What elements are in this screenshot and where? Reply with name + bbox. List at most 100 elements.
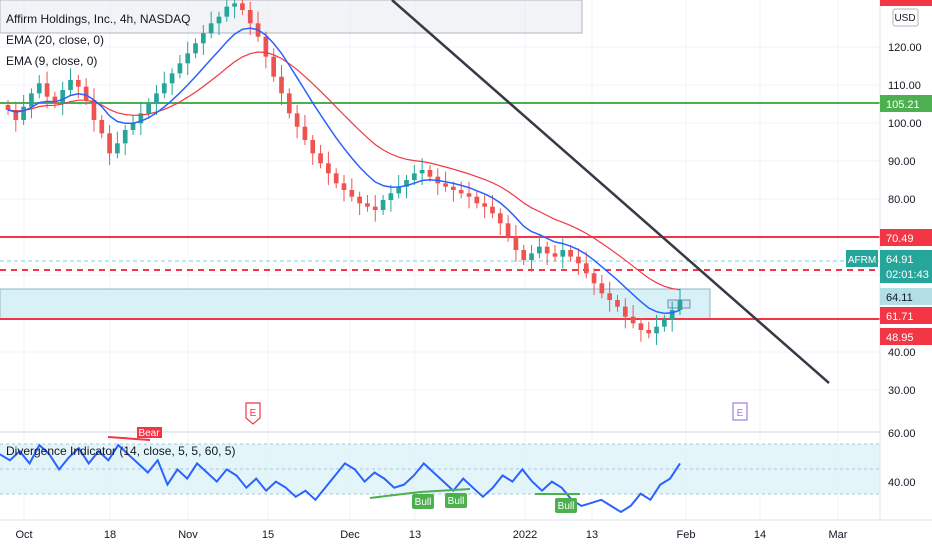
candle-up	[232, 3, 237, 7]
price-tick: 100.00	[888, 118, 922, 130]
indicator-legend[interactable]: Divergence Indicator (14, close, 5, 5, 6…	[6, 444, 236, 458]
candle-up	[185, 53, 191, 64]
candle-up	[201, 33, 206, 44]
bull-label-3: Bull	[555, 498, 577, 513]
candle-down	[583, 263, 589, 274]
ema20-legend[interactable]: EMA (20, close, 0)	[6, 33, 105, 47]
time-tick: 15	[262, 529, 274, 541]
candle-down	[591, 273, 597, 284]
indicator-tick: 40.00	[888, 477, 916, 489]
time-tick: 13	[409, 529, 421, 541]
candle-up	[130, 123, 136, 130]
candle-down	[552, 253, 558, 257]
candle-down	[513, 236, 519, 250]
candle-up	[388, 193, 394, 200]
candle-down	[75, 80, 81, 87]
symbol-badge-label: AFRM	[848, 255, 876, 266]
candle-down	[466, 193, 472, 197]
time-tick: 13	[586, 529, 598, 541]
candle-up	[161, 83, 167, 94]
candle-down	[365, 203, 370, 207]
price-tag-48: 48.95	[880, 328, 932, 345]
bull-divergence-line-2	[419, 488, 471, 493]
candle-down	[497, 213, 503, 224]
candle-up	[224, 6, 230, 17]
candle-down	[107, 133, 112, 154]
candle-down	[52, 96, 58, 104]
earnings-marker-1[interactable]: E	[245, 402, 261, 425]
bear-label-text: Bear	[138, 428, 160, 439]
symbol-badge[interactable]: AFRM	[846, 250, 878, 267]
candle-down	[349, 190, 355, 197]
candle-up	[146, 103, 151, 114]
time-tick: Mar	[829, 529, 848, 541]
price-tag-label: 105.21	[886, 99, 920, 111]
bull-label-text: Bull	[415, 497, 432, 508]
price-tag-current: 64.91 02:01:43	[880, 250, 932, 283]
legend-highlight-box	[0, 0, 583, 34]
bull-divergence-line-1	[369, 491, 421, 499]
time-tick: Nov	[178, 529, 198, 541]
candle-up	[68, 80, 73, 90]
price-tick: 120.00	[888, 42, 922, 54]
time-axis[interactable]	[0, 520, 932, 550]
candle-down	[482, 203, 487, 207]
candle-up	[537, 246, 542, 254]
symbol-legend[interactable]: Affirm Holdings, Inc., 4h, NASDAQ	[6, 12, 191, 26]
candle-down	[310, 140, 316, 154]
candle-up	[115, 143, 120, 154]
candle-down	[607, 293, 613, 300]
earnings-marker-label: E	[250, 408, 257, 419]
candle-up	[419, 170, 425, 174]
candle-down	[302, 126, 308, 140]
down-trendline[interactable]	[391, 0, 830, 384]
candle-down	[333, 173, 339, 184]
time-axis-labels: Oct 18 Nov 15 Dec 13 2022 13 Feb 14 Mar	[15, 529, 847, 541]
candle-down	[544, 246, 550, 254]
countdown-label: 02:01:43	[886, 269, 929, 281]
bull-label-text: Bull	[448, 496, 465, 507]
bull-label-text: Bull	[558, 501, 575, 512]
candle-up	[654, 326, 659, 334]
candle-down	[5, 105, 11, 110]
grid-lines	[0, 46, 880, 391]
earnings-marker-2[interactable]: E	[732, 402, 748, 421]
candle-down	[286, 93, 292, 114]
vertical-grid	[23, 0, 839, 520]
price-tag-64: 64.11	[880, 288, 932, 305]
price-tick: 90.00	[888, 156, 916, 168]
price-tick: 40.00	[888, 347, 916, 359]
time-tick: 14	[754, 529, 766, 541]
price-tag-105: 105.21	[880, 95, 932, 112]
candle-down	[630, 316, 636, 324]
candle-down	[83, 86, 89, 100]
ema9-legend[interactable]: EMA (9, close, 0)	[6, 54, 98, 68]
candle-down	[341, 183, 347, 190]
price-tick: 80.00	[888, 194, 916, 206]
candle-up	[411, 173, 417, 180]
price-tag-label: 64.11	[886, 292, 913, 304]
candle-up	[177, 63, 183, 74]
ema20-line	[7, 51, 681, 291]
candle-down	[576, 256, 581, 264]
candle-up	[669, 310, 675, 320]
candle-down	[622, 306, 628, 317]
candle-up	[529, 253, 534, 260]
bear-divergence-line	[107, 436, 151, 441]
candle-up	[169, 73, 175, 84]
candle-up	[396, 186, 402, 194]
candle-up	[21, 106, 26, 120]
bull-label-2: Bull	[445, 493, 467, 508]
candle-down	[240, 3, 245, 11]
candle-up	[154, 93, 159, 104]
price-tag-label: 70.49	[886, 233, 914, 245]
candle-down	[490, 206, 495, 214]
current-price-label: 64.91	[886, 254, 914, 266]
currency-badge: USD	[892, 8, 919, 27]
price-tick: 30.00	[888, 385, 916, 397]
demand-zone[interactable]	[0, 288, 711, 320]
candle-down	[44, 83, 50, 97]
candle-down	[99, 120, 105, 134]
candle-down	[505, 223, 511, 237]
